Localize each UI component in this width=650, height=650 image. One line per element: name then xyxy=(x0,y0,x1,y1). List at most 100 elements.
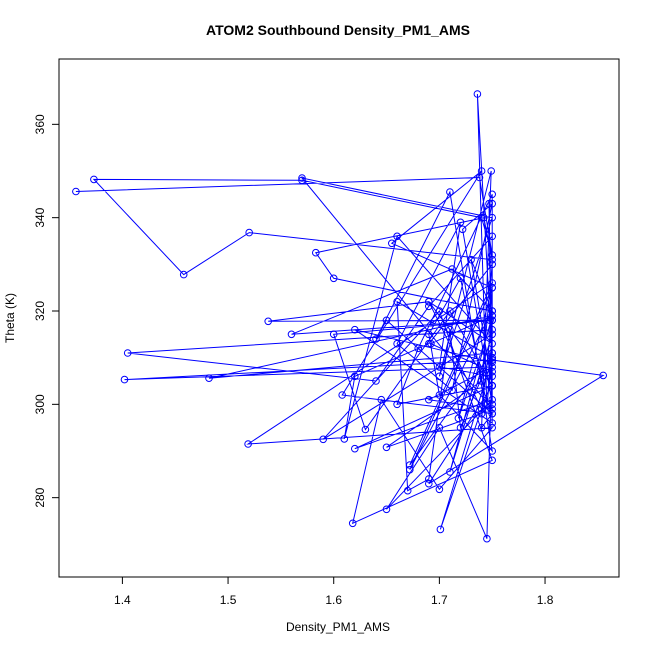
data-point xyxy=(446,325,454,334)
data-point xyxy=(393,297,401,306)
data-point xyxy=(488,307,497,315)
y-tick-label: 360 xyxy=(33,114,47,134)
data-point xyxy=(123,349,132,357)
data-point xyxy=(488,395,497,404)
y-tick-label: 340 xyxy=(33,207,47,227)
data-point xyxy=(245,228,253,237)
data-point xyxy=(329,330,338,339)
data-point xyxy=(351,372,359,381)
data-point xyxy=(90,175,98,184)
data-point xyxy=(120,375,129,384)
data-point xyxy=(488,325,497,334)
data-point xyxy=(448,386,456,395)
data-point xyxy=(488,400,497,409)
data-point xyxy=(488,311,497,320)
data-point xyxy=(436,525,445,534)
data-point xyxy=(264,317,273,326)
data-point xyxy=(329,274,338,283)
data-point xyxy=(488,419,497,427)
data-point xyxy=(393,232,401,241)
x-tick-label: 1.6 xyxy=(325,593,342,607)
data-point xyxy=(488,199,497,208)
plot-area-border xyxy=(58,58,620,578)
data-point xyxy=(388,239,396,248)
data-point xyxy=(425,475,433,483)
x-axis: 1.4 1.5 1.6 1.7 1.8 xyxy=(114,576,554,607)
data-point xyxy=(403,486,412,495)
data-point xyxy=(393,339,401,348)
data-point xyxy=(338,391,347,399)
data-point xyxy=(456,274,465,283)
data-point xyxy=(486,316,494,325)
chart-title: ATOM2 Southbound Density_PM1_AMS xyxy=(206,22,470,38)
data-point xyxy=(351,444,359,453)
data-point xyxy=(244,440,252,448)
x-axis-label: Density_PM1_AMS xyxy=(286,620,390,634)
data-point xyxy=(467,255,475,264)
data-point xyxy=(406,465,414,474)
data-point xyxy=(483,534,491,543)
y-axis: 280 300 320 340 360 xyxy=(33,114,60,508)
data-point xyxy=(487,167,496,175)
data-point xyxy=(488,279,497,287)
data-point xyxy=(425,297,433,306)
data-point xyxy=(205,374,213,383)
data-point xyxy=(488,447,497,455)
data-point xyxy=(351,325,359,334)
data-point xyxy=(287,330,296,339)
data-point xyxy=(488,316,497,325)
data-point xyxy=(488,405,497,413)
data-point xyxy=(425,395,433,404)
data-point xyxy=(298,176,306,185)
data-point xyxy=(485,199,493,208)
y-axis-label: Theta (K) xyxy=(3,293,17,343)
data-point xyxy=(348,519,357,528)
data-point xyxy=(454,414,463,423)
data-point xyxy=(488,232,497,241)
data-point xyxy=(372,377,380,385)
data-point xyxy=(456,423,465,432)
data-point xyxy=(473,90,482,98)
data-point xyxy=(488,353,497,362)
data-point xyxy=(477,377,486,385)
data-point xyxy=(377,395,386,404)
data-point xyxy=(488,367,497,376)
data-point xyxy=(488,260,497,269)
data-point xyxy=(599,371,608,380)
data-point xyxy=(477,213,486,222)
series-layer xyxy=(72,90,608,543)
data-point xyxy=(298,174,306,182)
x-tick-label: 1.7 xyxy=(431,593,448,607)
data-point xyxy=(483,405,491,413)
data-point xyxy=(446,307,454,315)
data-point xyxy=(406,461,414,469)
data-point xyxy=(477,167,486,175)
data-point xyxy=(488,363,497,371)
data-point xyxy=(382,316,391,325)
data-point xyxy=(340,435,349,443)
data-point xyxy=(488,213,497,222)
series-line xyxy=(75,93,605,539)
data-point xyxy=(312,248,320,257)
data-point xyxy=(435,391,444,399)
data-point xyxy=(480,213,488,222)
y-tick-label: 320 xyxy=(33,301,47,321)
data-point xyxy=(488,190,497,199)
data-point xyxy=(372,335,380,343)
data-point xyxy=(382,505,391,514)
data-point xyxy=(477,405,486,413)
data-point xyxy=(319,435,328,444)
data-point xyxy=(361,425,370,434)
data-point xyxy=(488,339,497,348)
data-point xyxy=(414,344,423,353)
data-point xyxy=(435,423,444,432)
data-point xyxy=(488,330,497,339)
data-point xyxy=(72,187,80,196)
data-point xyxy=(393,400,401,409)
data-point xyxy=(488,456,497,465)
data-point xyxy=(425,479,433,488)
data-point xyxy=(458,225,467,234)
x-tick-label: 1.8 xyxy=(537,593,554,607)
x-tick-label: 1.5 xyxy=(220,593,237,607)
